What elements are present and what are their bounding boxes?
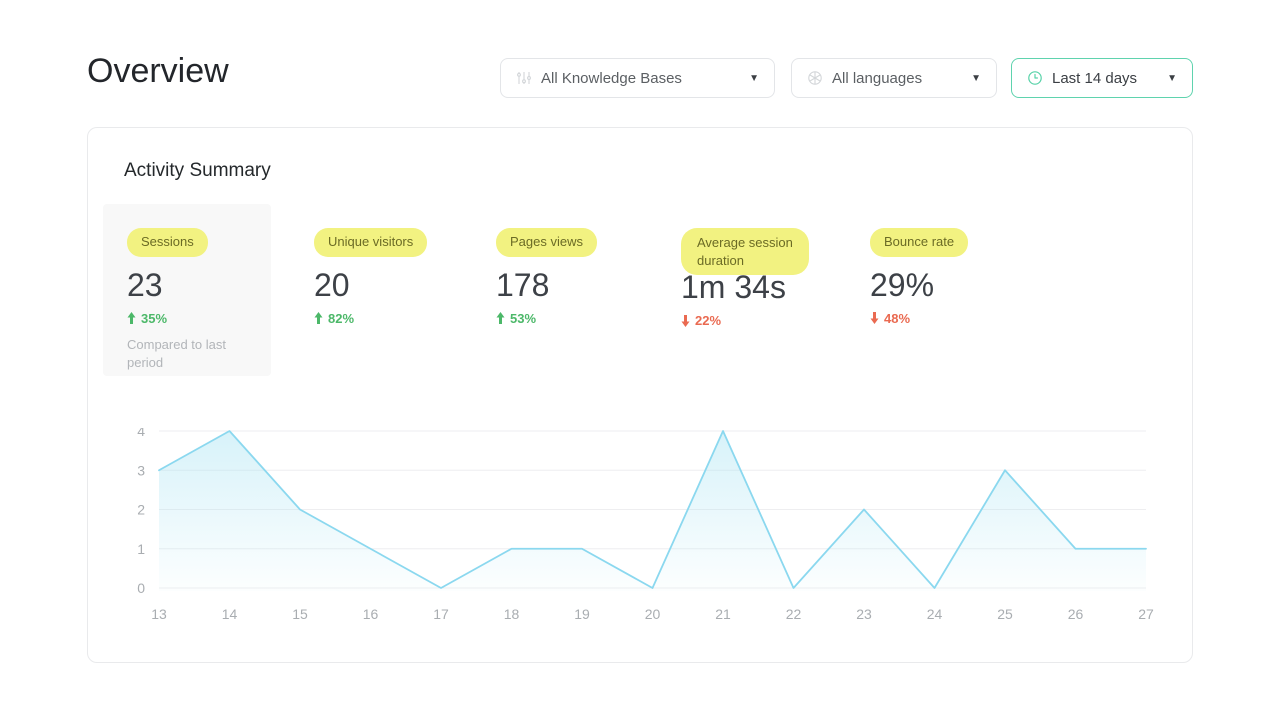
- svg-text:20: 20: [645, 606, 661, 622]
- svg-text:3: 3: [137, 462, 145, 478]
- svg-text:23: 23: [856, 606, 872, 622]
- svg-text:21: 21: [715, 606, 731, 622]
- svg-text:19: 19: [574, 606, 590, 622]
- svg-text:0: 0: [137, 580, 145, 596]
- svg-text:15: 15: [292, 606, 308, 622]
- svg-text:24: 24: [927, 606, 943, 622]
- svg-text:14: 14: [222, 606, 238, 622]
- svg-text:4: 4: [137, 428, 145, 439]
- svg-text:2: 2: [137, 502, 145, 518]
- svg-text:26: 26: [1068, 606, 1084, 622]
- svg-text:1: 1: [137, 541, 145, 557]
- svg-text:22: 22: [786, 606, 802, 622]
- svg-text:25: 25: [997, 606, 1013, 622]
- svg-text:13: 13: [151, 606, 167, 622]
- svg-text:18: 18: [504, 606, 520, 622]
- svg-text:16: 16: [363, 606, 379, 622]
- svg-text:17: 17: [433, 606, 449, 622]
- svg-text:27: 27: [1138, 606, 1154, 622]
